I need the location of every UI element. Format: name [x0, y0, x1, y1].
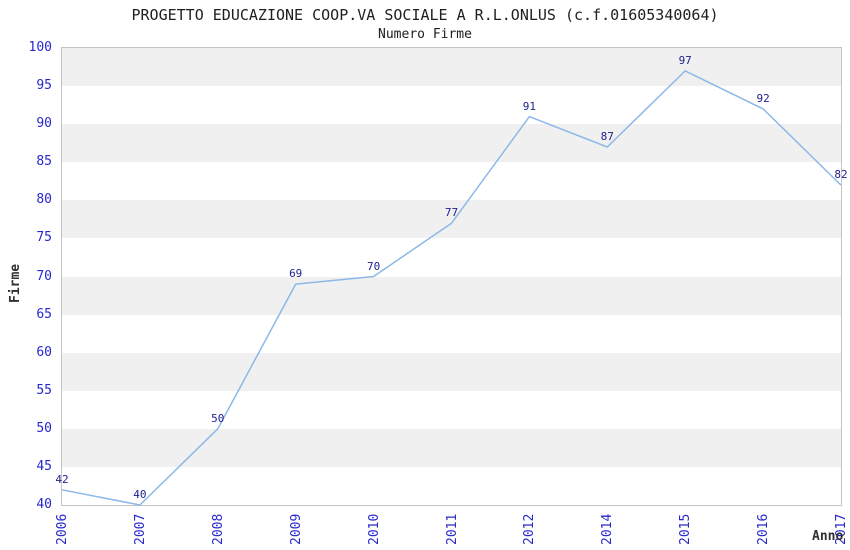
- plot-area: [61, 47, 842, 506]
- y-tick-label: 45: [36, 458, 52, 474]
- x-tick-label: 2010: [366, 513, 382, 545]
- grid-band: [62, 428, 841, 467]
- x-tick-label: 2016: [756, 513, 772, 545]
- data-point-label: 77: [444, 206, 459, 220]
- grid-band: [62, 466, 841, 505]
- data-point-label: 92: [756, 91, 770, 105]
- data-point-label: 69: [289, 267, 303, 281]
- series-line-svg: [61, 70, 842, 506]
- y-tick-label: 70: [36, 268, 52, 284]
- x-tick-label: 2008: [210, 513, 226, 545]
- grid-band: [62, 238, 841, 277]
- grid-band: [62, 314, 841, 353]
- data-point-label: 97: [678, 53, 692, 67]
- y-tick-label: 80: [36, 192, 52, 208]
- x-tick-label: 2009: [288, 513, 304, 545]
- x-axis-title: Anno: [812, 529, 844, 544]
- data-point-label: 70: [366, 259, 381, 273]
- x-tick-label: 2012: [522, 513, 538, 545]
- y-tick-label: 85: [36, 154, 52, 170]
- chart-subtitle: Numero Firme: [378, 27, 472, 42]
- y-tick-label: 55: [36, 382, 52, 398]
- series-line: [61, 70, 842, 506]
- x-tick-label: 2007: [132, 513, 148, 545]
- grid-band: [62, 48, 841, 87]
- grid-band: [62, 86, 841, 125]
- y-tick-label: 40: [36, 497, 52, 512]
- x-tick-label: 2015: [678, 513, 694, 545]
- data-point-label: 40: [133, 488, 147, 501]
- grid-band: [62, 124, 841, 163]
- y-tick-label: 50: [36, 420, 52, 436]
- y-axis-title: Firme: [8, 263, 23, 303]
- data-point-label: 87: [600, 130, 614, 144]
- grid-band: [62, 200, 841, 239]
- y-tick-label: 75: [36, 230, 52, 246]
- grid-band: [62, 162, 841, 201]
- y-tick-label: 95: [36, 78, 52, 94]
- grid-band: [62, 276, 841, 315]
- grid-band: [62, 390, 841, 429]
- x-tick-label: 2014: [600, 513, 616, 545]
- y-tick-label: 60: [36, 344, 52, 360]
- x-tick-label: 2006: [55, 513, 70, 545]
- y-tick-label: 100: [28, 40, 52, 55]
- grid-band: [62, 352, 841, 391]
- data-point-label: 82: [834, 168, 848, 182]
- y-tick-label: 90: [36, 116, 52, 132]
- x-tick-label: 2011: [444, 513, 460, 545]
- chart-title: PROGETTO EDUCAZIONE COOP.VA SOCIALE A R.…: [131, 6, 719, 24]
- y-tick-label: 65: [36, 306, 52, 322]
- data-point-label: 91: [522, 99, 537, 113]
- data-point-label: 42: [55, 472, 69, 486]
- data-point-label: 50: [211, 411, 225, 425]
